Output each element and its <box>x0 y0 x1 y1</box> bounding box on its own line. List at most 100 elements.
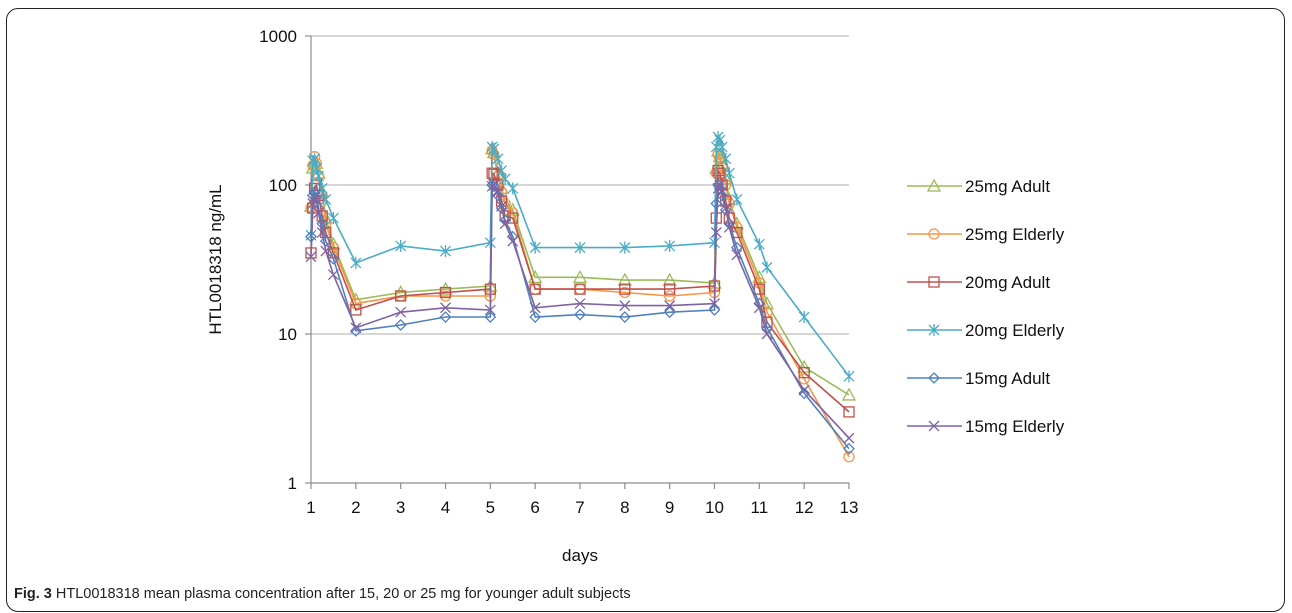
data-point <box>753 238 765 251</box>
data-point <box>843 451 855 463</box>
legend-item: 25mg Adult <box>907 177 1050 196</box>
data-point <box>507 182 519 195</box>
legend-marker <box>928 228 940 240</box>
data-point <box>529 302 541 314</box>
data-point <box>574 241 586 254</box>
data-point <box>305 251 317 263</box>
legend-item: 20mg Adult <box>907 273 1050 292</box>
data-point <box>488 179 500 191</box>
data-point <box>664 239 676 252</box>
data-point <box>843 370 855 383</box>
x-tick-label: 9 <box>665 498 674 517</box>
data-point <box>619 300 631 312</box>
data-point <box>395 306 407 318</box>
x-tick-label: 1 <box>306 498 315 517</box>
data-point <box>714 179 726 191</box>
data-point <box>529 283 541 295</box>
data-point <box>716 140 728 153</box>
x-tick-label: 4 <box>441 498 450 517</box>
data-point <box>664 283 676 295</box>
series-line <box>310 168 850 413</box>
data-point <box>438 281 453 295</box>
data-point <box>310 193 322 205</box>
x-tick-label: 6 <box>530 498 539 517</box>
x-axis-title: days <box>562 546 598 565</box>
data-point <box>574 283 586 295</box>
data-point <box>619 241 631 254</box>
data-point <box>440 302 451 314</box>
data-point <box>313 207 325 219</box>
data-point <box>798 311 810 324</box>
data-point <box>499 172 511 185</box>
y-tick-label: 100 <box>269 176 297 195</box>
data-point <box>761 261 773 274</box>
data-point <box>714 167 726 179</box>
data-point <box>349 324 362 337</box>
data-point <box>484 304 496 316</box>
legend-label: 25mg Elderly <box>965 225 1065 244</box>
data-point <box>488 168 500 180</box>
data-point <box>663 306 676 319</box>
legend-marker <box>928 324 940 336</box>
series-line <box>310 134 850 377</box>
data-point <box>327 252 340 265</box>
x-tick-label: 5 <box>486 498 495 517</box>
legend-label: 25mg Adult <box>965 177 1050 196</box>
data-point <box>327 212 339 225</box>
caption-text: HTL0018318 mean plasma concentration aft… <box>55 586 631 602</box>
series-layer <box>303 130 857 463</box>
y-axis-title: HTL0018318 ng/mL <box>206 184 225 334</box>
data-point <box>716 189 729 202</box>
data-point <box>574 308 586 321</box>
data-point <box>719 204 732 216</box>
data-point <box>798 387 811 400</box>
data-point <box>617 272 632 286</box>
data-point <box>319 235 332 248</box>
legend-item: 25mg Elderly <box>907 225 1065 244</box>
data-point <box>484 236 496 249</box>
data-point <box>731 249 743 261</box>
data-point <box>723 167 735 180</box>
series-6 <box>305 179 855 444</box>
data-point <box>841 387 857 401</box>
y-tick-label: 10 <box>278 325 297 344</box>
data-point <box>394 319 407 331</box>
data-point <box>798 367 810 379</box>
data-point <box>708 304 721 316</box>
legend: 25mg Adult 25mg Elderly 20mg Adult 20mg Eld… <box>907 177 1065 436</box>
x-tick-label: 7 <box>575 498 584 517</box>
data-point <box>492 189 504 202</box>
legend-label: 15mg Adult <box>965 369 1050 388</box>
data-point <box>499 218 511 230</box>
grid <box>311 35 849 335</box>
data-point <box>664 290 676 302</box>
data-point <box>712 130 724 143</box>
data-point <box>662 272 677 286</box>
data-point <box>395 239 407 252</box>
data-point <box>664 300 676 312</box>
data-point <box>327 269 339 281</box>
data-point <box>316 227 328 238</box>
axes <box>305 35 850 489</box>
data-point <box>350 304 362 316</box>
x-tick-label: 8 <box>620 498 629 517</box>
data-point <box>798 373 810 385</box>
data-point <box>720 202 732 214</box>
legend-label: 15mg Elderly <box>965 417 1065 436</box>
data-point <box>710 227 722 238</box>
data-point <box>720 152 732 165</box>
data-point <box>395 290 407 302</box>
data-point <box>495 202 508 214</box>
x-tick-label: 13 <box>840 498 859 517</box>
legend-label: 20mg Adult <box>965 273 1050 292</box>
data-point <box>350 322 362 334</box>
legend-marker <box>928 276 940 288</box>
data-point <box>843 406 855 418</box>
data-point <box>492 186 504 198</box>
data-point <box>439 286 452 299</box>
data-point <box>439 311 452 323</box>
data-point <box>843 442 855 455</box>
data-point <box>320 245 332 257</box>
data-point <box>710 197 723 210</box>
